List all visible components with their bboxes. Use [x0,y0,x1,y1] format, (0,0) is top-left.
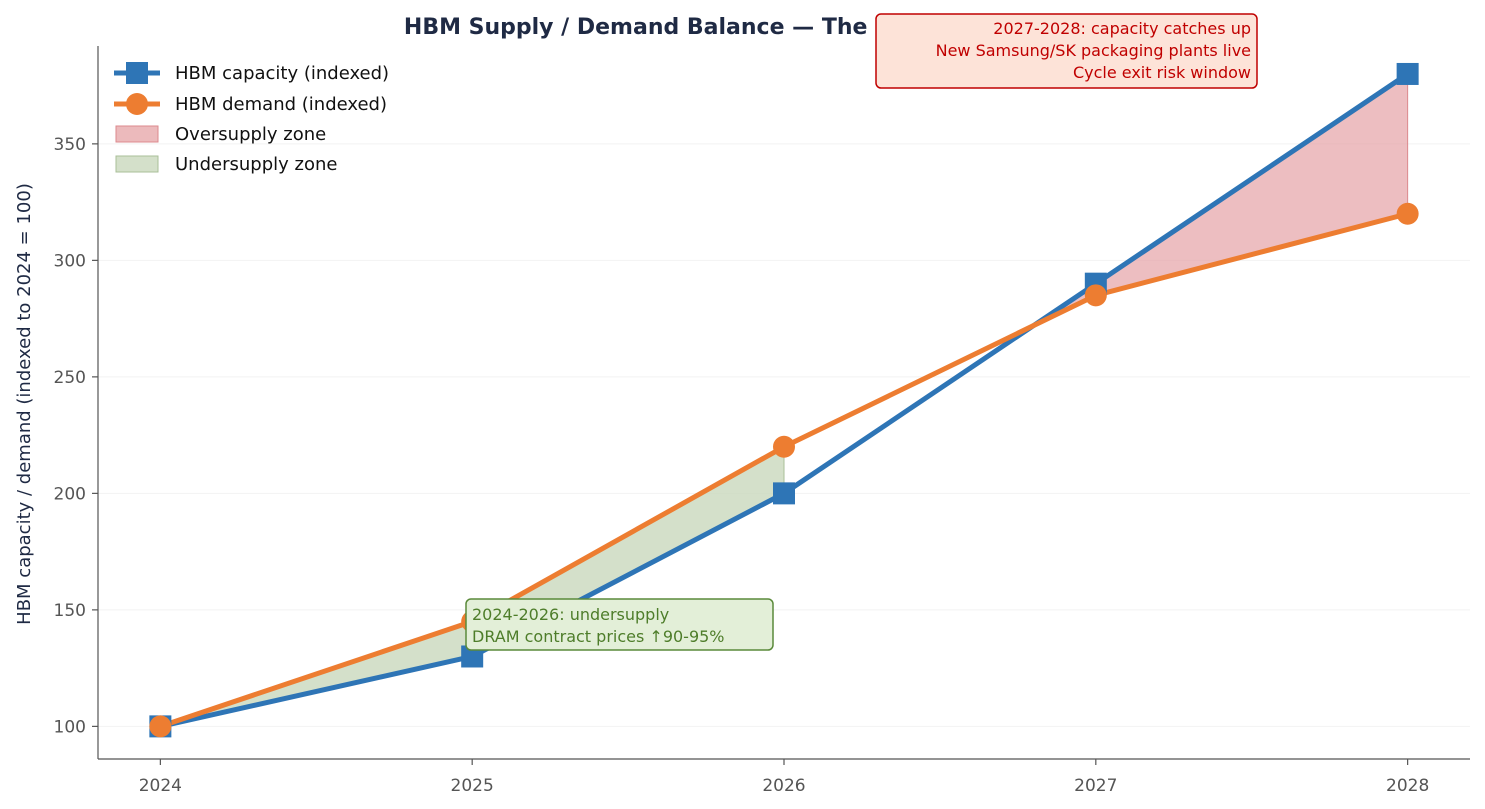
legend-circle-marker [126,93,148,115]
legend: HBM capacity (indexed) HBM demand (indexe… [114,62,389,175]
undersupply-annotation-text: 2024-2026: undersupply [472,605,669,624]
capacity-line [159,71,1410,729]
x-tick-label: 2025 [451,776,494,796]
undersupply-annotation-text: DRAM contract prices ↑90-95% [472,627,725,646]
series-lines [149,62,1419,738]
oversupply-annotation-text: New Samsung/SK packaging plants live [936,41,1251,60]
capacity-point [773,482,795,505]
x-tick-label: 2028 [1386,776,1429,796]
axes [97,46,1470,760]
x-tick-label: 2027 [1074,776,1117,796]
demand-point [1084,284,1107,307]
legend-label: HBM demand (indexed) [175,94,387,115]
annotations: 2024-2026: undersupply DRAM contract pric… [465,13,1258,651]
demand-point [149,715,172,738]
x-tick-label: 2026 [762,776,805,796]
y-tick-label: 100 [54,717,86,737]
legend-oversupply-swatch [115,125,159,143]
undersupply-annotation-box [465,598,774,651]
y-axis-label: HBM capacity / demand (indexed to 2024 =… [14,183,35,625]
tick-labels: 100 150 200 250 300 350 2024 2025 2026 2027 2028 [54,135,1430,796]
demand-point [1396,202,1419,225]
oversupply-annotation-text: 2027-2028: capacity catches up [993,19,1251,38]
legend-label: Undersupply zone [175,154,337,175]
fill-zones [160,73,1409,727]
legend-label: HBM capacity (indexed) [175,63,389,84]
y-tick-label: 300 [54,251,86,271]
legend-square-marker [126,62,148,84]
demand-point [773,435,795,458]
y-tick-label: 200 [54,484,86,504]
legend-label: Oversupply zone [175,124,326,145]
capacity-point [1396,62,1419,85]
x-tick-label: 2024 [139,776,182,796]
oversupply-annotation-box [875,13,1258,89]
y-tick-label: 350 [54,135,86,155]
y-tick-label: 150 [54,601,86,621]
capacity-point [461,645,484,668]
legend-undersupply-swatch [115,155,159,173]
oversupply-annotation-text: Cycle exit risk window [1073,63,1251,82]
undersupply-zone [160,445,785,727]
y-tick-label: 250 [54,368,86,388]
